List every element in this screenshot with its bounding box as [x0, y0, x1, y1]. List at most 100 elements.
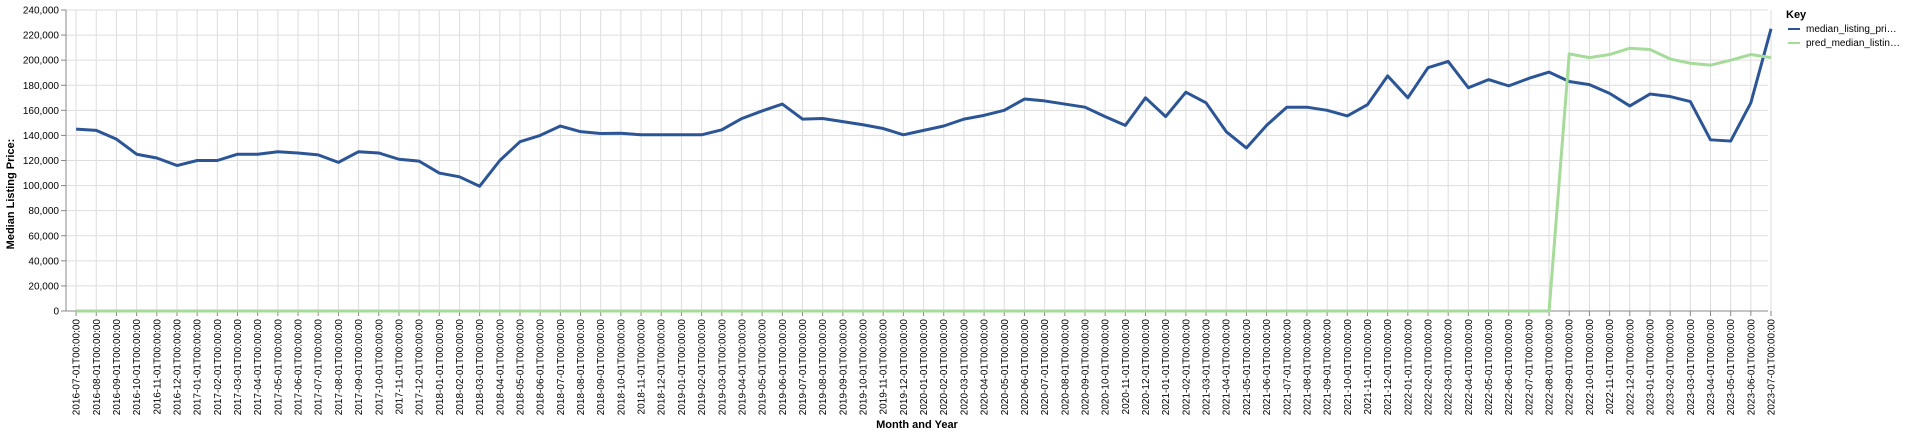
x-tick-label: 2017-11-01T00:00:00: [394, 319, 405, 415]
x-tick-label: 2022-05-01T00:00:00: [1484, 319, 1495, 416]
x-axis-title: Month and Year: [876, 419, 958, 431]
x-tick-label: 2021-10-01T00:00:00: [1343, 319, 1354, 416]
y-tick-label: 200,000: [23, 56, 60, 67]
x-tick-label: 2021-06-01T00:00:00: [1262, 319, 1273, 416]
x-tick-label: 2020-08-01T00:00:00: [1060, 319, 1071, 416]
y-tick-label: 240,000: [23, 6, 60, 17]
x-tick-label: 2018-08-01T00:00:00: [576, 319, 587, 416]
x-tick-label: 2019-03-01T00:00:00: [717, 319, 728, 416]
y-tick-label: 0: [53, 307, 59, 318]
legend-title: Key: [1786, 9, 1807, 21]
x-tick-label: 2022-06-01T00:00:00: [1504, 319, 1515, 416]
x-tick-label: 2022-02-01T00:00:00: [1424, 319, 1435, 416]
x-tick-label: 2016-11-01T00:00:00: [152, 319, 163, 415]
legend-label-1: pred_median_listin…: [1806, 38, 1900, 49]
x-tick-label: 2018-10-01T00:00:00: [616, 319, 627, 416]
x-tick-label: 2018-06-01T00:00:00: [536, 319, 547, 416]
x-tick-label: 2019-10-01T00:00:00: [859, 319, 870, 416]
x-tick-label: 2023-04-01T00:00:00: [1706, 319, 1717, 416]
x-tick-label: 2021-11-01T00:00:00: [1363, 319, 1374, 415]
y-tick-label: 120,000: [23, 156, 60, 167]
x-tick-label: 2022-04-01T00:00:00: [1464, 319, 1475, 416]
x-tick-label: 2017-09-01T00:00:00: [354, 319, 365, 416]
series-lines: [75, 28, 1773, 313]
x-tick-label: 2016-09-01T00:00:00: [112, 319, 123, 416]
y-tick-label: 220,000: [23, 31, 60, 42]
x-tick-label: 2019-09-01T00:00:00: [838, 319, 849, 416]
x-tick-label: 2023-01-01T00:00:00: [1645, 319, 1656, 416]
x-tick-label: 2019-12-01T00:00:00: [899, 319, 910, 416]
x-tick-label: 2021-12-01T00:00:00: [1383, 319, 1394, 416]
x-tick-label: 2017-07-01T00:00:00: [314, 319, 325, 416]
x-tick-label: 2019-07-01T00:00:00: [798, 319, 809, 416]
x-tick-label: 2016-12-01T00:00:00: [172, 319, 183, 416]
x-tick-label: 2022-01-01T00:00:00: [1403, 319, 1414, 416]
x-tick-label: 2022-08-01T00:00:00: [1545, 319, 1556, 416]
x-tick-label: 2016-07-01T00:00:00: [72, 319, 83, 416]
x-tick-label: 2020-01-01T00:00:00: [919, 319, 930, 416]
x-tick-label: 2017-06-01T00:00:00: [294, 319, 305, 416]
x-tick-label: 2021-08-01T00:00:00: [1302, 319, 1313, 416]
x-tick-label: 2021-01-01T00:00:00: [1161, 319, 1172, 416]
x-tick-label: 2020-11-01T00:00:00: [1121, 319, 1132, 415]
x-tick-label: 2019-05-01T00:00:00: [758, 319, 769, 416]
x-tick-label: 2016-08-01T00:00:00: [92, 319, 103, 416]
x-tick-label: 2019-06-01T00:00:00: [778, 319, 789, 416]
x-tick-label: 2022-12-01T00:00:00: [1625, 319, 1636, 416]
x-tick-label: 2018-02-01T00:00:00: [455, 319, 466, 416]
x-tick-label: 2021-04-01T00:00:00: [1222, 319, 1233, 416]
x-tick-label: 2020-07-01T00:00:00: [1040, 319, 1051, 416]
x-tick-label: 2023-02-01T00:00:00: [1666, 319, 1677, 416]
x-tick-label: 2023-07-01T00:00:00: [1767, 319, 1778, 416]
x-tick-label: 2020-02-01T00:00:00: [939, 319, 950, 416]
x-tick-label: 2017-03-01T00:00:00: [233, 319, 244, 416]
x-tick-label: 2021-09-01T00:00:00: [1323, 319, 1334, 416]
x-tick-label: 2017-05-01T00:00:00: [273, 319, 284, 416]
x-tick-label: 2016-10-01T00:00:00: [132, 319, 143, 416]
legend-label-0: median_listing_pri…: [1806, 24, 1897, 35]
x-tick-label: 2021-02-01T00:00:00: [1181, 319, 1192, 416]
x-tick-label: 2023-05-01T00:00:00: [1726, 319, 1737, 416]
x-tick-label: 2020-12-01T00:00:00: [1141, 319, 1152, 416]
x-tick-label: 2020-10-01T00:00:00: [1101, 319, 1112, 416]
x-tick-label: 2017-01-01T00:00:00: [193, 319, 204, 416]
legend: Key median_listing_pri… pred_median_listi…: [1786, 9, 1900, 49]
x-tick-label: 2017-10-01T00:00:00: [374, 319, 385, 416]
x-tick-label: 2022-10-01T00:00:00: [1585, 319, 1596, 416]
grid-lines: [66, 9, 1772, 312]
x-tick-label: 2020-09-01T00:00:00: [1080, 319, 1091, 416]
y-tick-label: 80,000: [28, 206, 59, 217]
x-tick-label: 2022-03-01T00:00:00: [1444, 319, 1455, 416]
x-tick-label: 2022-09-01T00:00:00: [1565, 319, 1576, 416]
x-tick-label: 2019-08-01T00:00:00: [818, 319, 829, 416]
x-tick-label: 2023-06-01T00:00:00: [1746, 319, 1757, 416]
x-tick-label: 2020-06-01T00:00:00: [1020, 319, 1031, 416]
x-tick-label: 2017-08-01T00:00:00: [334, 319, 345, 416]
x-tick-label: 2023-03-01T00:00:00: [1686, 319, 1697, 416]
x-tick-label: 2021-07-01T00:00:00: [1282, 319, 1293, 416]
x-tick-label: 2018-11-01T00:00:00: [637, 319, 648, 415]
y-tick-label: 100,000: [23, 181, 60, 192]
x-tick-label: 2018-04-01T00:00:00: [495, 319, 506, 416]
x-tick-label: 2020-03-01T00:00:00: [959, 319, 970, 416]
x-tick-label: 2018-07-01T00:00:00: [556, 319, 567, 416]
x-tick-label: 2020-04-01T00:00:00: [980, 319, 991, 416]
x-tick-label: 2017-12-01T00:00:00: [415, 319, 426, 416]
x-tick-label: 2018-12-01T00:00:00: [657, 319, 668, 416]
y-tick-label: 60,000: [28, 231, 59, 242]
x-tick-label: 2019-04-01T00:00:00: [737, 319, 748, 416]
y-tick-label: 180,000: [23, 81, 60, 92]
x-tick-label: 2018-09-01T00:00:00: [596, 319, 607, 416]
y-tick-label: 160,000: [23, 106, 60, 117]
x-tick-label: 2018-05-01T00:00:00: [516, 319, 527, 416]
x-tick-label: 2017-02-01T00:00:00: [213, 319, 224, 416]
axes: 0 20,000 40,000 60,000 80,000 100,000 120,000 1…: [23, 6, 1778, 416]
x-tick-label: 2019-01-01T00:00:00: [677, 319, 688, 416]
y-tick-label: 140,000: [23, 131, 60, 142]
x-tick-label: 2019-11-01T00:00:00: [879, 319, 890, 415]
x-tick-label: 2021-05-01T00:00:00: [1242, 319, 1253, 416]
series-line-0: [75, 28, 1773, 188]
x-tick-label: 2021-03-01T00:00:00: [1202, 319, 1213, 416]
y-tick-label: 40,000: [28, 256, 59, 267]
